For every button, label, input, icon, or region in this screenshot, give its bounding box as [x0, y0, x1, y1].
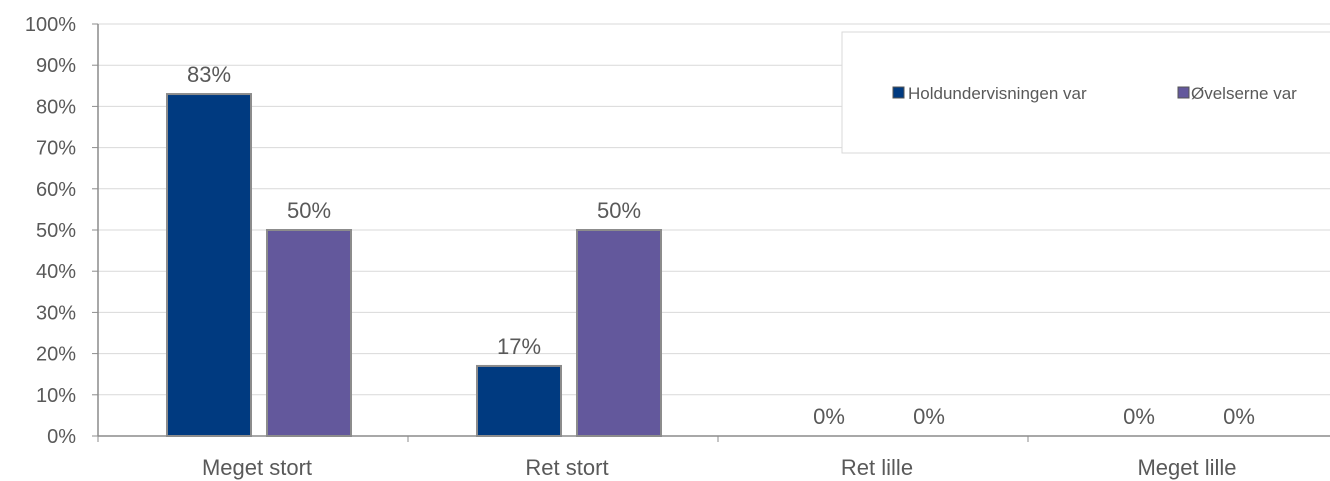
legend-label: Øvelserne var: [1191, 84, 1297, 103]
data-labels: 83% 50% 17% 50% 0% 0% 0% 0%: [187, 62, 1255, 429]
y-axis-tick-label: 90%: [36, 55, 76, 77]
legend-swatch: [892, 86, 905, 99]
y-axis-tick-label: 60%: [36, 179, 76, 201]
y-axis-tick-label: 30%: [36, 302, 76, 324]
data-label: 50%: [597, 198, 641, 223]
y-axis-tick-label: 10%: [36, 385, 76, 407]
x-axis-category-label: Meget lille: [1137, 455, 1236, 480]
bar-ovelserne-1: [576, 229, 662, 437]
x-axis-category-label: Ret stort: [525, 455, 608, 480]
data-label: 17%: [497, 334, 541, 359]
y-axis-tick-label: 40%: [36, 261, 76, 283]
legend-swatch: [1177, 86, 1190, 99]
x-axis-category-label: Ret lille: [841, 455, 913, 480]
legend-label: Holdundervisningen var: [908, 84, 1087, 103]
data-label: 0%: [913, 404, 945, 429]
y-axis-tick-label: 50%: [36, 220, 76, 242]
bar-ovelserne-0: [266, 229, 352, 437]
y-axis-tick-labels: 0% 10% 20% 30% 40% 50% 60% 70% 80% 90% 100%: [25, 14, 76, 448]
data-label: 0%: [1223, 404, 1255, 429]
y-axis-tick-label: 100%: [25, 14, 76, 36]
y-axis-tick-label: 0%: [47, 426, 76, 448]
data-label: 0%: [813, 404, 845, 429]
bar-holdundervisningen-1: [476, 364, 562, 437]
y-axis-tick-label: 70%: [36, 138, 76, 160]
legend-box: [841, 31, 1330, 154]
axes: [92, 23, 1330, 442]
data-label: 50%: [287, 198, 331, 223]
x-axis-category-labels: Meget stort Ret stort Ret lille Meget lille: [202, 455, 1237, 480]
bar-holdundervisningen-0: [166, 93, 252, 437]
data-label: 83%: [187, 62, 231, 87]
data-label: 0%: [1123, 404, 1155, 429]
y-axis-tick-label: 20%: [36, 344, 76, 366]
y-axis-tick-label: 80%: [36, 96, 76, 118]
legend: Holdundervisningen var Øvelserne var: [841, 31, 1330, 154]
x-axis-category-label: Meget stort: [202, 455, 312, 480]
bars: [166, 93, 662, 437]
